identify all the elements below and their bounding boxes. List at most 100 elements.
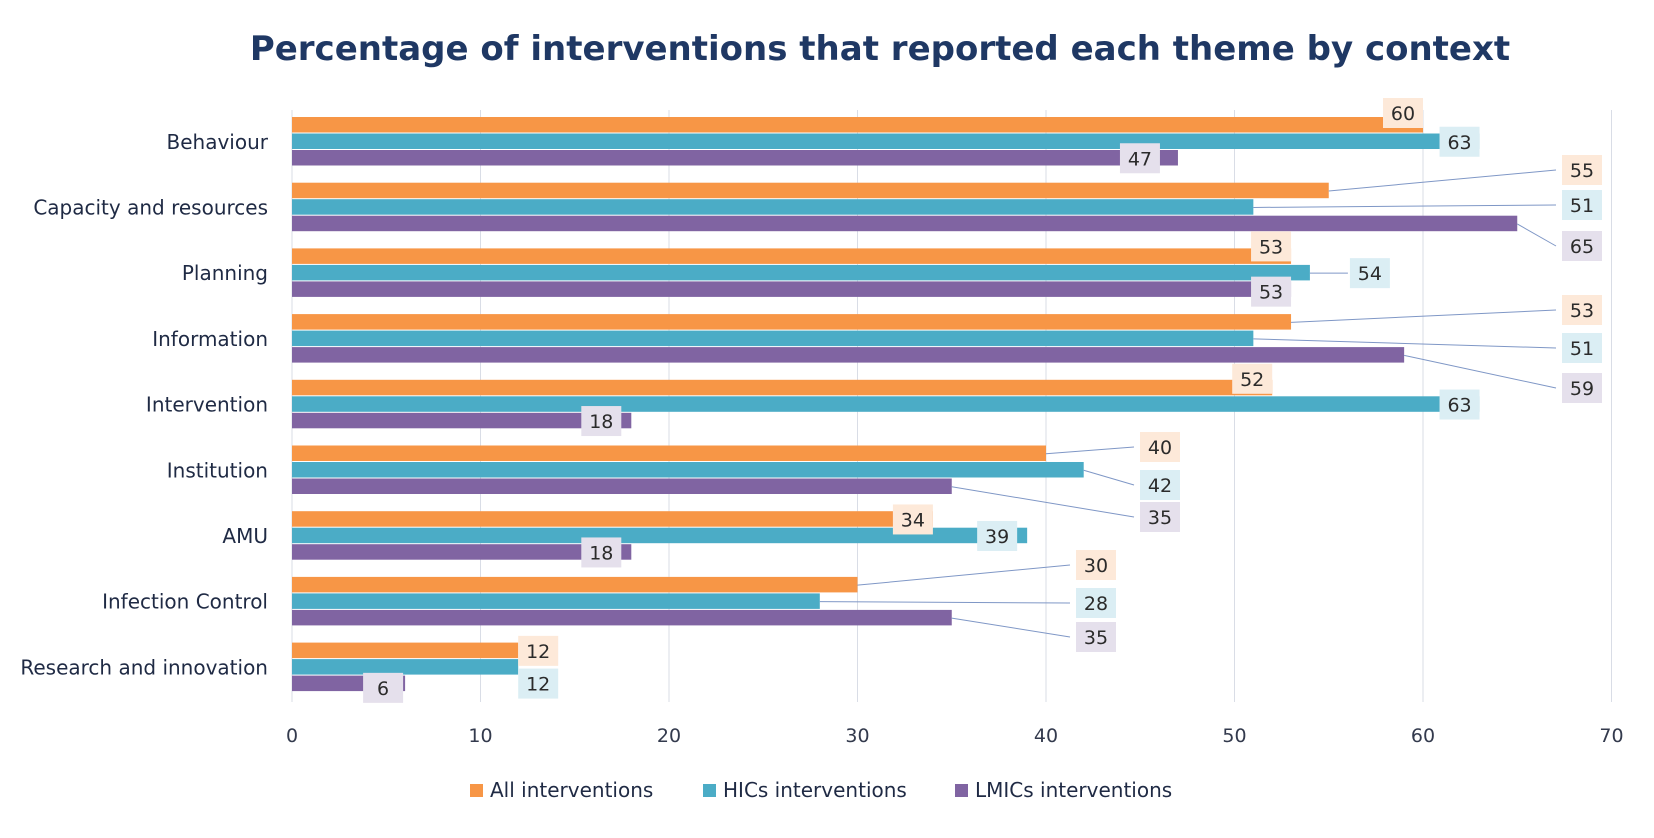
data-label-box — [1140, 470, 1180, 500]
legend: All interventions HICs interventions LMICs… — [470, 778, 1172, 802]
data-label: 60 — [1391, 103, 1415, 125]
data-label-box — [1562, 155, 1602, 185]
data-label-box — [518, 635, 559, 666]
data-label-box — [1140, 432, 1180, 462]
bar — [292, 462, 1084, 478]
leader-line — [1045, 446, 1135, 455]
data-label: 30 — [1084, 555, 1108, 577]
bars — [292, 117, 1518, 692]
data-label: 55 — [1570, 160, 1594, 182]
bar — [292, 659, 519, 675]
data-label-box — [1251, 231, 1292, 262]
category-label: Research and innovation — [20, 655, 268, 679]
data-label-box — [1383, 98, 1423, 128]
bar — [292, 182, 1329, 199]
data-label-box — [892, 504, 933, 535]
category-label: Infection Control — [102, 590, 268, 614]
data-label: 51 — [1570, 195, 1594, 217]
leader-lines — [819, 169, 1557, 638]
data-label-box — [1232, 363, 1273, 394]
data-label-box — [1562, 190, 1602, 220]
bar — [292, 642, 519, 659]
data-label-box — [1439, 126, 1480, 157]
category-label: AMU — [222, 524, 268, 548]
axes: 0 10 20 30 40 50 60 70 Behaviour Capacity and res… — [20, 130, 1623, 747]
bar — [292, 133, 1480, 149]
leader-line — [1328, 169, 1557, 192]
data-label-box — [1251, 276, 1292, 307]
data-label: 52 — [1240, 369, 1264, 391]
bar — [292, 527, 1028, 544]
bar — [292, 347, 1405, 363]
legend-label: All interventions — [490, 778, 653, 802]
leader-line — [1083, 469, 1135, 486]
bar — [292, 544, 632, 560]
category-label: Capacity and resources — [33, 195, 268, 219]
data-label-box — [581, 537, 622, 568]
data-label-box — [1119, 143, 1160, 174]
bar — [292, 314, 1292, 330]
leader-line — [1517, 223, 1557, 247]
bar — [292, 281, 1292, 297]
legend-swatch — [955, 784, 968, 797]
data-label-box — [1076, 622, 1116, 652]
leader-line — [951, 617, 1071, 638]
x-tick-label: 0 — [286, 725, 298, 747]
leader-line — [1253, 204, 1557, 208]
data-label: 63 — [1447, 395, 1471, 417]
bar — [292, 445, 1046, 461]
data-label: 47 — [1128, 148, 1152, 170]
leader-line — [1253, 338, 1557, 349]
data-label: 53 — [1259, 236, 1283, 258]
legend-swatch — [470, 784, 483, 797]
legend-label: HICs interventions — [723, 778, 907, 802]
data-label: 35 — [1084, 627, 1108, 649]
data-label: 42 — [1148, 475, 1172, 497]
data-label-box — [1562, 373, 1602, 403]
bar — [292, 248, 1292, 264]
leader-line — [1404, 354, 1557, 389]
data-label-box — [581, 406, 622, 437]
leader-line — [951, 486, 1135, 518]
bar — [292, 511, 933, 527]
data-label: 39 — [985, 526, 1009, 548]
bar — [292, 150, 1178, 166]
data-label-box — [518, 668, 559, 699]
data-label: 12 — [526, 674, 550, 696]
chart-title: Percentage of interventions that reporte… — [250, 29, 1510, 69]
bar — [292, 264, 1310, 281]
leader-line — [1291, 309, 1557, 323]
data-label-box — [1562, 333, 1602, 363]
data-label-box — [977, 520, 1018, 551]
data-label-box — [1562, 231, 1602, 261]
bar — [292, 215, 1518, 232]
leader-line — [857, 564, 1071, 586]
bar — [292, 379, 1273, 396]
category-label: Planning — [182, 261, 268, 285]
category-label: Intervention — [146, 393, 268, 417]
x-tick-label: 40 — [1034, 725, 1058, 747]
bar — [292, 117, 1423, 133]
data-label-box — [1439, 389, 1480, 420]
data-label: 53 — [1570, 300, 1594, 322]
data-label: 35 — [1148, 507, 1172, 529]
data-label: 6 — [377, 678, 389, 700]
bar — [292, 412, 632, 429]
x-tick-label: 70 — [1599, 725, 1623, 747]
data-label: 28 — [1084, 593, 1108, 615]
legend-swatch — [703, 784, 716, 797]
bar — [292, 593, 820, 609]
bar — [292, 576, 858, 593]
data-label: 63 — [1447, 132, 1471, 154]
x-tick-label: 30 — [845, 725, 869, 747]
data-label: 12 — [526, 641, 550, 663]
legend-label: LMICs interventions — [975, 778, 1172, 802]
data-label-box — [363, 672, 404, 703]
bar — [292, 199, 1254, 215]
data-label: 54 — [1358, 263, 1382, 285]
data-label: 18 — [589, 411, 613, 433]
data-label-box — [1076, 550, 1116, 580]
category-label: Institution — [167, 458, 268, 482]
data-label-box — [1349, 258, 1390, 289]
data-labels: 60 63 47 55 51 65 53 54 53 53 51 59 52 63 18 40 42 35 34 39… — [363, 98, 1602, 703]
